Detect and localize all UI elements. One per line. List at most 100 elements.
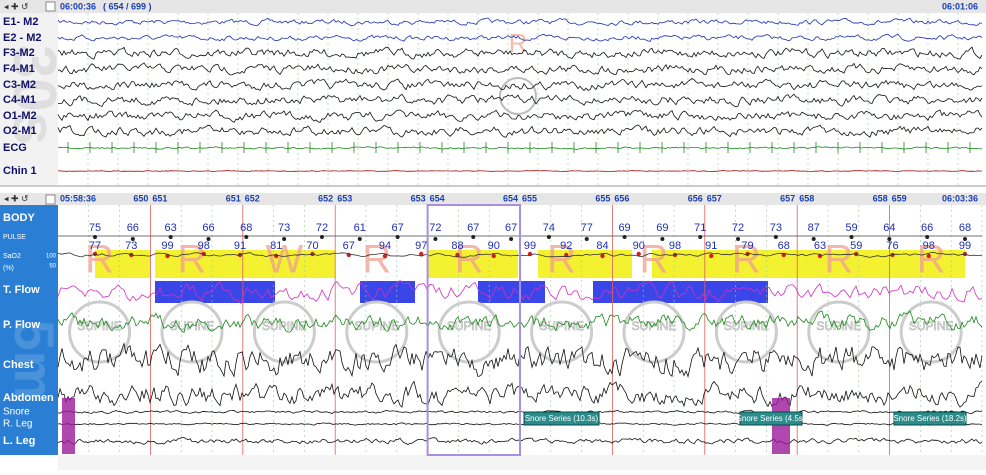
body-position: SUPINE [77,319,122,333]
sao2-value: 67 [343,240,355,252]
snore-event-label: Snore Series (18.2s) [893,414,967,423]
eeg-trace [57,33,983,42]
channel-label: SaO2 [3,253,21,260]
epoch-info: ( 654 / 699 ) [103,1,152,11]
channel-label: P. Flow [3,319,41,331]
sao2-value: 99 [959,240,971,252]
pulse-dot [660,237,665,241]
eeg-trace [57,146,983,150]
pulse-dot [282,237,287,241]
sao2-value: 94 [379,240,391,252]
sao2-dot [600,253,605,259]
sleep-stage: R [640,238,669,282]
epoch-label: 653 [337,193,352,203]
pulse-dot [887,237,892,241]
pulse-dot [509,237,514,241]
channel-label: Chin 1 [3,165,37,177]
pulse-value: 73 [770,222,782,234]
position-icon [345,300,409,364]
pulse-value: 75 [89,222,101,234]
zoom-icon[interactable] [45,194,56,205]
channel-label: F3-M2 [3,47,35,59]
position-icon [252,300,316,364]
sao2-value: 84 [596,240,608,252]
epoch-label: 652 [318,193,333,203]
sao2-value: 98 [669,240,681,252]
pulse-value: 69 [656,222,668,234]
sao2-value: 99 [524,240,536,252]
epoch-label: 651 [152,193,167,203]
epoch-label: 657 [707,193,722,203]
bottom-label-column [0,205,58,455]
pulse-dot [168,235,173,239]
sleep-stage: R [178,238,207,282]
sao2-dot [455,252,460,258]
pulse-dot [811,237,816,241]
pulse-value: 69 [618,222,630,234]
sleep-stage: R [732,238,761,282]
body-position: SUPINE [447,319,492,333]
sleep-stage: R [917,238,946,282]
pulse-value: 66 [202,222,214,234]
pulse-value: 63 [165,222,177,234]
body-position: SUPINE [816,319,861,333]
sao2-dot [491,253,496,259]
pulse-value: 72 [732,222,744,234]
sleep-stage: R [362,238,391,282]
sao2-dot [564,252,569,258]
top-toolbar [0,0,986,13]
sao2-value: 98 [198,240,210,252]
sao2-value: 92 [560,240,572,252]
toolbar-icons[interactable]: ◂ ✚ ↺ [4,1,29,11]
channel-label: Abdomen [3,392,54,404]
leg-movement [62,398,75,454]
channel-label: L. Leg [3,435,35,447]
pulse-dot [698,235,703,239]
sao2-dot [962,251,968,257]
top-scale: 30s [1,45,68,145]
channel-label: ECG [3,142,27,154]
sao2-dot [926,253,931,259]
pulse-value: 71 [694,222,706,234]
pulse-dot [433,237,438,241]
pulse-dot [130,237,135,241]
sao2-value: 76 [886,240,898,252]
channel-label: Chest [3,359,34,371]
position-icon [437,300,501,364]
sao2-dot [382,253,388,259]
sao2-value: 63 [814,240,826,252]
sao2-value: 73 [125,240,137,252]
zoom-icon[interactable] [45,1,56,12]
pulse-dot [584,237,589,241]
position-icon [530,300,594,364]
channel-label: R. Leg [3,419,32,430]
sao2-value: 79 [741,240,753,252]
pulse-dot [244,235,249,239]
channel-label: C3-M2 [3,79,36,91]
pulse-dot [471,235,476,239]
sao2-value: 88 [451,240,463,252]
top-stage: R [509,28,528,58]
apnea-event [478,281,545,303]
pulse-value: 61 [354,222,366,234]
toolbar-icons[interactable]: ◂ ✚ ↺ [4,193,29,203]
epoch-label: 654 [430,193,445,203]
bottom-start-time: 05:58:36 [60,193,96,203]
pulse-value: 77 [581,222,593,234]
bottom-end-time: 06:03:36 [942,193,978,203]
pulse-value: 87 [808,222,820,234]
apnea-event [360,281,415,303]
position-icon [499,77,537,115]
top-end-time: 06:01:06 [942,1,978,11]
pulse-dot [357,237,362,241]
eeg-trace [57,78,983,92]
pulse-dot [622,235,627,239]
epoch-label: 654 [503,193,518,203]
snore-event-label: Snore Series (4.5s) [737,414,806,423]
epoch-label: 650 [133,193,148,203]
pulse-value: 67 [505,222,517,234]
sao2-value: 90 [488,240,500,252]
pulse-value: 64 [883,222,895,234]
sao2-value: 81 [270,240,282,252]
